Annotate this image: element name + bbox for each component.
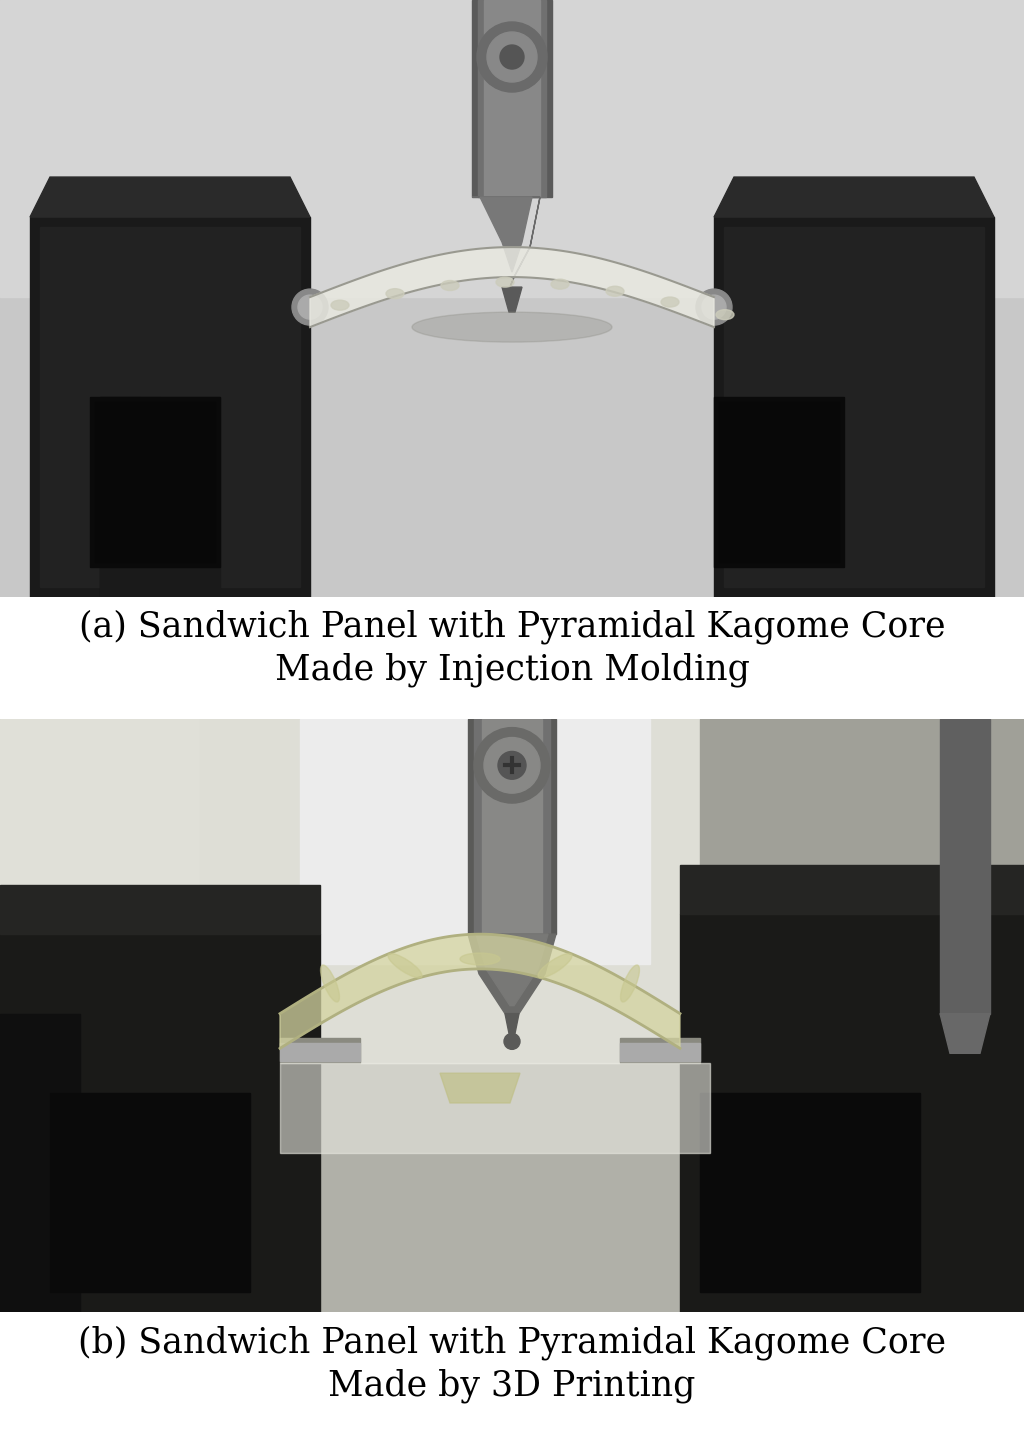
Bar (700, 1093, 920, 1291)
Bar (0, 0, 1024, 296)
Ellipse shape (621, 964, 639, 1002)
Polygon shape (714, 176, 994, 217)
Polygon shape (310, 247, 714, 327)
Ellipse shape (388, 953, 422, 977)
Polygon shape (472, 197, 540, 288)
Bar (680, 914, 1024, 1312)
Ellipse shape (606, 286, 624, 296)
Ellipse shape (662, 296, 679, 307)
Text: Made by 3D Printing: Made by 3D Printing (329, 1368, 695, 1403)
Ellipse shape (441, 281, 459, 291)
Polygon shape (440, 1073, 520, 1103)
Polygon shape (940, 1014, 990, 1053)
Bar (484, 0, 540, 197)
Polygon shape (502, 288, 522, 312)
Polygon shape (100, 398, 160, 597)
Bar (474, 719, 550, 934)
Bar (200, 719, 700, 1063)
Bar (50, 1093, 250, 1291)
Bar (30, 217, 310, 597)
Circle shape (696, 289, 732, 325)
Circle shape (500, 45, 524, 69)
Circle shape (504, 1034, 520, 1050)
Bar (0, 1014, 80, 1312)
Bar (940, 719, 990, 1014)
Text: (a) Sandwich Panel with Pyramidal Kagome Core: (a) Sandwich Panel with Pyramidal Kagome… (79, 610, 945, 643)
Ellipse shape (331, 301, 349, 311)
Bar (300, 719, 650, 964)
Ellipse shape (321, 964, 339, 1002)
Ellipse shape (386, 289, 404, 299)
Circle shape (484, 737, 540, 794)
Ellipse shape (496, 278, 514, 288)
Circle shape (487, 32, 537, 82)
Bar (700, 719, 1024, 1113)
Polygon shape (280, 934, 680, 1048)
Ellipse shape (412, 312, 612, 343)
Polygon shape (468, 934, 556, 1014)
Bar (40, 227, 300, 587)
Bar (714, 398, 844, 567)
Polygon shape (476, 934, 548, 1005)
Bar (0, 934, 319, 1312)
Bar (482, 719, 542, 934)
Ellipse shape (460, 953, 500, 964)
Bar (0, 719, 600, 1014)
Bar (280, 1063, 710, 1152)
Polygon shape (100, 398, 220, 597)
Circle shape (702, 295, 726, 320)
Circle shape (298, 295, 322, 320)
Bar (719, 402, 839, 562)
Ellipse shape (551, 279, 569, 289)
Bar (280, 1038, 360, 1063)
Text: Made by Injection Molding: Made by Injection Molding (274, 652, 750, 687)
Bar (472, 0, 552, 197)
Circle shape (474, 727, 550, 803)
Circle shape (292, 289, 328, 325)
Ellipse shape (538, 953, 572, 977)
Bar (714, 217, 994, 597)
Bar (724, 227, 984, 587)
Bar (680, 865, 1024, 914)
Text: (b) Sandwich Panel with Pyramidal Kagome Core: (b) Sandwich Panel with Pyramidal Kagome… (78, 1326, 946, 1359)
Bar (478, 0, 546, 197)
Circle shape (477, 22, 547, 93)
Ellipse shape (716, 309, 734, 320)
Bar (620, 1038, 700, 1063)
Bar (468, 719, 556, 934)
Bar (90, 398, 220, 567)
Bar (280, 1044, 360, 1061)
Polygon shape (30, 176, 310, 217)
Polygon shape (480, 197, 532, 272)
Circle shape (498, 752, 526, 779)
Bar (620, 1044, 700, 1061)
Bar (0, 885, 319, 934)
Bar (95, 402, 215, 562)
Polygon shape (505, 1014, 519, 1038)
